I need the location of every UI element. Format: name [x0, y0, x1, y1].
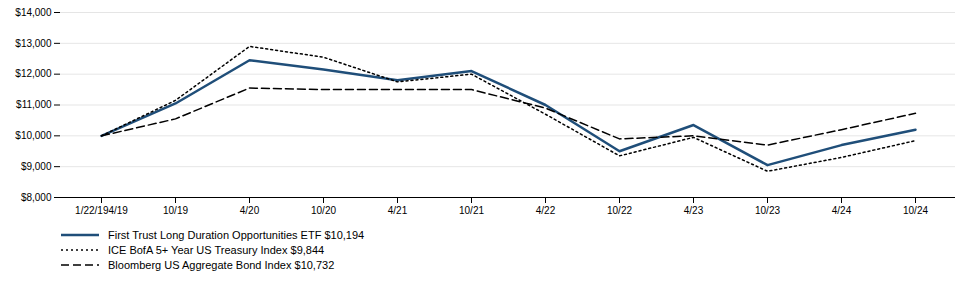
svg-text:10/19: 10/19 [163, 205, 188, 216]
svg-text:10/24: 10/24 [903, 205, 928, 216]
svg-text:4/23: 4/23 [684, 205, 704, 216]
svg-text:$13,000: $13,000 [15, 38, 52, 49]
svg-text:4/20: 4/20 [240, 205, 260, 216]
svg-text:4/24: 4/24 [832, 205, 852, 216]
svg-text:4/21: 4/21 [388, 205, 408, 216]
svg-text:$11,000: $11,000 [16, 99, 52, 110]
svg-text:$9,000: $9,000 [21, 161, 52, 172]
svg-text:$14,000: $14,000 [15, 7, 52, 18]
svg-text:$8,000: $8,000 [21, 192, 52, 203]
svg-text:$10,000: $10,000 [15, 130, 52, 141]
html-text:Bloomberg US Aggregate Bond In: Bloomberg US Aggregate Bond Index $10,73… [108, 259, 335, 271]
svg-text:10/20: 10/20 [311, 205, 336, 216]
html-text:ICE BofA 5+ Year US Treasury I: ICE BofA 5+ Year US Treasury Index $9,84… [108, 244, 325, 256]
html-text:First Trust Long Duration Oppo: First Trust Long Duration Opportunities … [108, 229, 365, 241]
svg-text:$12,000: $12,000 [15, 68, 52, 79]
svg-text:10/23: 10/23 [755, 205, 780, 216]
svg-text:4/22: 4/22 [536, 205, 556, 216]
svg-text:10/21: 10/21 [459, 205, 484, 216]
svg-text:1/22/194/19: 1/22/194/19 [75, 205, 128, 216]
svg-text:10/22: 10/22 [607, 205, 632, 216]
